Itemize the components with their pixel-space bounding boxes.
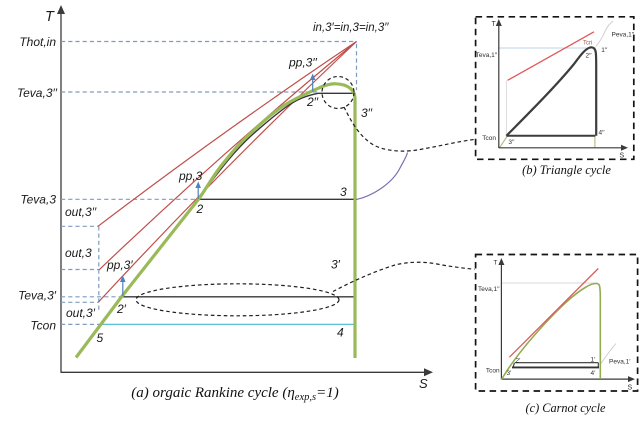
svg-text:2′: 2′	[516, 358, 522, 365]
svg-text:3: 3	[340, 185, 347, 199]
svg-text:out,3′′: out,3′′	[65, 205, 97, 219]
svg-text:2′: 2′	[116, 302, 127, 316]
svg-text:Teva,1′′: Teva,1′′	[476, 52, 498, 59]
svg-text:1′: 1′	[591, 356, 597, 363]
svg-text:2: 2	[196, 202, 204, 216]
svg-text:3′: 3′	[507, 370, 513, 377]
svg-text:S: S	[628, 385, 633, 392]
svg-text:Tcri: Tcri	[583, 40, 592, 46]
svg-text:3′′: 3′′	[508, 139, 515, 146]
svg-text:S: S	[419, 376, 428, 391]
svg-text:Peva,1′: Peva,1′	[609, 359, 631, 366]
svg-text:Teva,1′′: Teva,1′′	[478, 286, 500, 293]
svg-text:1′′: 1′′	[601, 47, 608, 54]
svg-text:out,3′: out,3′	[66, 306, 96, 320]
svg-text:(a) orgaic Rankine cycle (ηexp: (a) orgaic Rankine cycle (ηexp,s=1)	[131, 385, 338, 403]
svg-text:T: T	[492, 21, 497, 28]
svg-text:pp,3′: pp,3′	[106, 258, 133, 272]
svg-text:5: 5	[97, 331, 104, 345]
svg-text:in,3′=in,3=in,3′′: in,3′=in,3=in,3′′	[313, 22, 389, 34]
svg-text:2′′: 2′′	[586, 53, 593, 60]
svg-text:T: T	[45, 9, 55, 25]
svg-text:Teva,3: Teva,3	[20, 193, 56, 207]
svg-text:2′′: 2′′	[306, 95, 319, 109]
svg-text:4′′: 4′′	[599, 129, 606, 136]
svg-text:(b) Triangle cycle: (b) Triangle cycle	[522, 163, 611, 177]
svg-text:Peva,1′′: Peva,1′′	[612, 32, 635, 39]
svg-text:S: S	[620, 153, 625, 160]
svg-text:4′: 4′	[591, 370, 597, 377]
svg-text:3′′: 3′′	[361, 106, 373, 120]
svg-text:Teva,3′: Teva,3′	[18, 289, 57, 303]
svg-text:Thot,in: Thot,in	[19, 35, 56, 49]
svg-text:Tcon: Tcon	[30, 319, 56, 333]
svg-text:out,3: out,3	[65, 246, 92, 260]
svg-text:Teva,3′′: Teva,3′′	[17, 86, 58, 100]
svg-text:pp,3′′: pp,3′′	[288, 56, 318, 70]
svg-text:pp,3: pp,3	[178, 169, 203, 183]
svg-text:3′: 3′	[331, 258, 341, 272]
svg-text:(c) Carnot cycle: (c) Carnot cycle	[526, 401, 606, 415]
svg-text:Tcon: Tcon	[482, 135, 496, 142]
svg-text:4: 4	[337, 326, 344, 340]
svg-text:Tcon: Tcon	[486, 367, 500, 374]
svg-text:T: T	[494, 260, 498, 267]
